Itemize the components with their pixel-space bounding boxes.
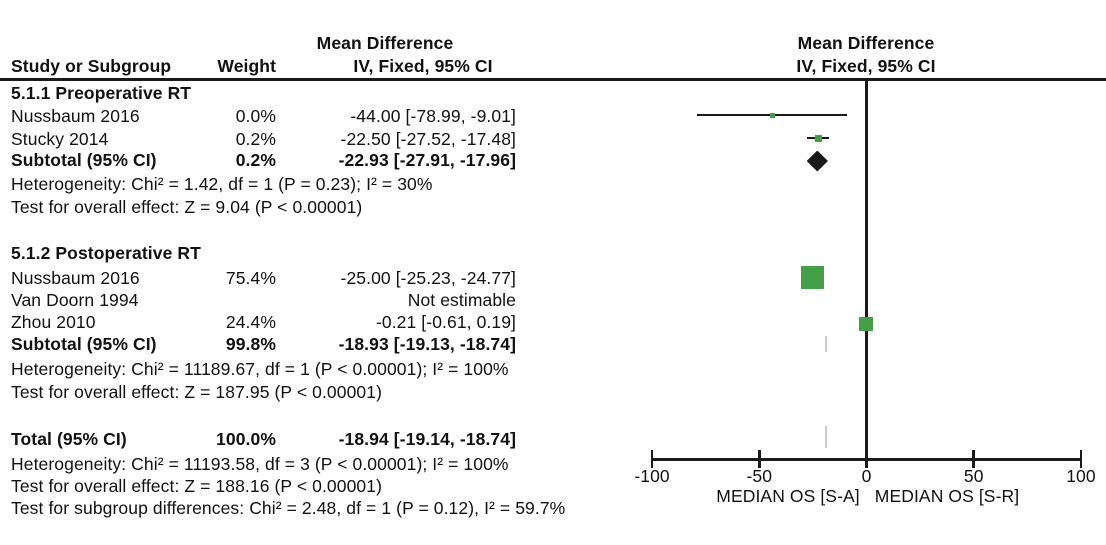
- weight-value: 0.0%: [235, 106, 276, 126]
- table-row: Stucky 2014 0.2% -22.50 [-27.52, -17.48]: [0, 129, 553, 150]
- weight-value: 0.2%: [235, 150, 276, 170]
- x-axis-caption-left: MEDIAN OS [S-A]: [716, 486, 860, 506]
- zero-reference-line: [865, 81, 868, 461]
- axis-tick: [757, 450, 761, 468]
- table-row: Nussbaum 2016 75.4% -25.00 [-25.23, -24.…: [0, 268, 553, 289]
- table-row: Zhou 2010 24.4% -0.21 [-0.61, 0.19]: [0, 312, 553, 333]
- effect-estimate: -18.94 [-19.14, -18.74]: [338, 429, 516, 449]
- overall-effect-note: Test for overall effect: Z = 188.16 (P <…: [11, 476, 382, 496]
- effect-estimate: -22.50 [-27.52, -17.48]: [340, 129, 516, 149]
- effect-estimate: Not estimable: [407, 290, 516, 310]
- axis-tick: [972, 450, 976, 468]
- axis-tick-label: -100: [634, 466, 670, 486]
- narrow-pooled-diamond: [824, 336, 828, 352]
- weight-column-header: Weight: [217, 56, 276, 76]
- point-estimate-square: [814, 134, 822, 142]
- section-title: 5.1.2 Postoperative RT: [11, 243, 201, 263]
- study-name: Nussbaum 2016: [11, 268, 140, 288]
- axis-tick: [650, 450, 654, 468]
- subtotal-row: Subtotal (95% CI) 0.2% -22.93 [-27.91, -…: [0, 150, 553, 171]
- weight-value: 100.0%: [216, 429, 276, 449]
- point-estimate-square: [801, 265, 825, 289]
- subgroup-differences-note: Test for subgroup differences: Chi² = 2.…: [11, 498, 566, 518]
- weight-value: 99.8%: [225, 334, 276, 354]
- x-axis-caption-right: MEDIAN OS [S-R]: [874, 486, 1020, 506]
- axis-tick-label: 100: [1066, 466, 1096, 486]
- axis-tick: [1079, 450, 1083, 468]
- effect-estimate: -18.93 [-19.13, -18.74]: [338, 334, 516, 354]
- weight-value: 0.2%: [235, 129, 276, 149]
- total-row: Total (95% CI) 100.0% -18.94 [-19.14, -1…: [0, 429, 553, 450]
- table-row: Nussbaum 2016 0.0% -44.00 [-78.99, -9.01…: [0, 106, 553, 127]
- subtotal-label: Subtotal (95% CI): [11, 334, 157, 354]
- effect-column-subtitle: IV, Fixed, 95% CI: [353, 56, 493, 76]
- axis-tick-label: -50: [746, 466, 773, 486]
- subtotal-label: Subtotal (95% CI): [11, 150, 157, 170]
- plot-column-subtitle: IV, Fixed, 95% CI: [796, 56, 936, 76]
- weight-value: 75.4%: [225, 268, 276, 288]
- effect-estimate: -44.00 [-78.99, -9.01]: [350, 106, 516, 126]
- axis-tick-label: 0: [861, 466, 872, 486]
- heterogeneity-note: Heterogeneity: Chi² = 1.42, df = 1 (P = …: [11, 174, 433, 194]
- study-name: Stucky 2014: [11, 129, 109, 149]
- overall-effect-note: Test for overall effect: Z = 9.04 (P < 0…: [11, 197, 363, 217]
- subtotal-diamond: [806, 150, 828, 172]
- subtotal-row: Subtotal (95% CI) 99.8% -18.93 [-19.13, …: [0, 334, 553, 355]
- total-label: Total (95% CI): [11, 429, 127, 449]
- plot-column-title: Mean Difference: [797, 33, 935, 53]
- effect-estimate: -22.93 [-27.91, -17.96]: [338, 150, 516, 170]
- header-rule: [0, 78, 1106, 81]
- table-row: Van Doorn 1994 Not estimable: [0, 290, 553, 311]
- effect-estimate: -25.00 [-25.23, -24.77]: [340, 268, 516, 288]
- weight-value: 24.4%: [225, 312, 276, 332]
- heterogeneity-note: Heterogeneity: Chi² = 11189.67, df = 1 (…: [11, 359, 509, 379]
- study-name: Nussbaum 2016: [11, 106, 140, 126]
- overall-effect-note: Test for overall effect: Z = 187.95 (P <…: [11, 382, 382, 402]
- study-name: Van Doorn 1994: [11, 290, 139, 310]
- heterogeneity-note: Heterogeneity: Chi² = 11193.58, df = 3 (…: [11, 454, 509, 474]
- effect-column-title: Mean Difference: [316, 33, 454, 53]
- study-column-header: Study or Subgroup: [11, 56, 172, 76]
- effect-estimate: -0.21 [-0.61, 0.19]: [375, 312, 516, 332]
- study-name: Zhou 2010: [11, 312, 96, 332]
- point-estimate-square: [769, 112, 775, 118]
- section-title: 5.1.1 Preoperative RT: [11, 83, 192, 103]
- axis-tick: [865, 450, 868, 468]
- point-estimate-square: [859, 317, 874, 331]
- axis-tick-label: 50: [963, 466, 984, 486]
- narrow-pooled-diamond: [824, 426, 828, 448]
